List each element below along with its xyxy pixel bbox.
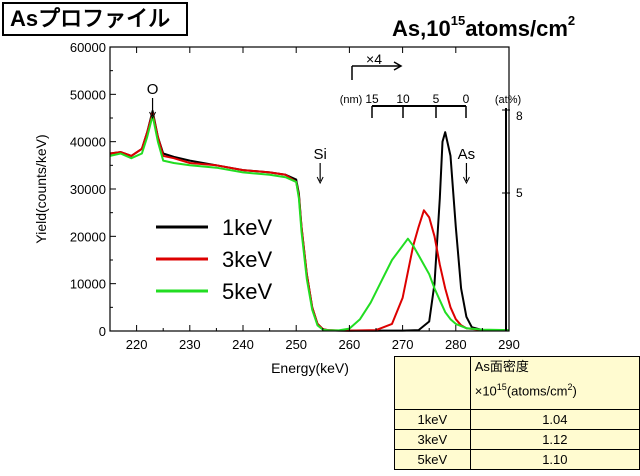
row-label: 3keV	[394, 429, 471, 450]
chart-title: Asプロファイル	[2, 2, 188, 36]
y-axis-label: Yield(counts/keV)	[33, 134, 49, 243]
x-tick-label: 260	[339, 337, 361, 352]
depth-tick-label: 0	[463, 92, 470, 106]
y-tick-label: 10000	[70, 277, 106, 292]
annotation-As: As	[458, 146, 476, 163]
table-header: As面密度 ×1015(atoms/cm2)	[469, 356, 640, 410]
y-tick-label: 40000	[70, 135, 106, 150]
row-value: 1.12	[469, 429, 640, 450]
table-row: 5keV 1.10	[394, 449, 640, 470]
table-corner	[394, 356, 471, 410]
conc-tick-label: 8	[516, 109, 523, 123]
units-label: As,1015atoms/cm2	[392, 13, 576, 41]
table-row: 3keV 1.12	[394, 429, 640, 450]
legend-label: 5keV	[222, 279, 272, 304]
depth-unit-label: (nm)	[340, 94, 363, 106]
y-tick-label: 30000	[70, 182, 106, 197]
annotation-Si: Si	[313, 146, 326, 163]
x-tick-label: 230	[179, 337, 201, 352]
depth-tick-label: 15	[365, 92, 379, 106]
magnification-arrowhead	[393, 61, 403, 71]
x-axis-label: Energy(keV)	[271, 360, 349, 376]
y-tick-label: 20000	[70, 229, 106, 244]
series-line-5keV	[109, 114, 510, 332]
x-tick-label: 280	[445, 337, 467, 352]
row-label: 1keV	[394, 409, 471, 430]
conc-unit-label: (at%)	[495, 94, 521, 106]
legend-label: 1keV	[222, 215, 272, 240]
x-tick-label: 270	[392, 337, 414, 352]
legend-label: 3keV	[222, 247, 272, 272]
x-tick-label: 250	[285, 337, 307, 352]
table-row: 1keV 1.04	[394, 409, 640, 430]
annotation-arrowhead	[149, 111, 157, 120]
x-tick-label: 240	[232, 337, 254, 352]
y-tick-label: 60000	[70, 40, 106, 55]
y-tick-label: 0	[99, 324, 106, 339]
annotation-arrowhead	[316, 176, 324, 185]
row-value: 1.04	[469, 409, 640, 430]
x-tick-label: 290	[498, 337, 520, 352]
magnification-label: ×4	[366, 51, 382, 67]
annotation-arrowhead	[462, 176, 470, 185]
row-label: 5keV	[394, 449, 471, 470]
annotation-O: O	[147, 81, 159, 98]
depth-tick-label: 5	[433, 92, 440, 106]
x-tick-label: 220	[126, 337, 148, 352]
depth-tick-label: 10	[396, 92, 410, 106]
y-tick-label: 50000	[70, 87, 106, 102]
conc-tick-label: 5	[516, 186, 523, 200]
density-table: As面密度 ×1015(atoms/cm2) 1keV 1.04 3keV 1.…	[394, 356, 640, 470]
row-value: 1.10	[469, 449, 640, 470]
